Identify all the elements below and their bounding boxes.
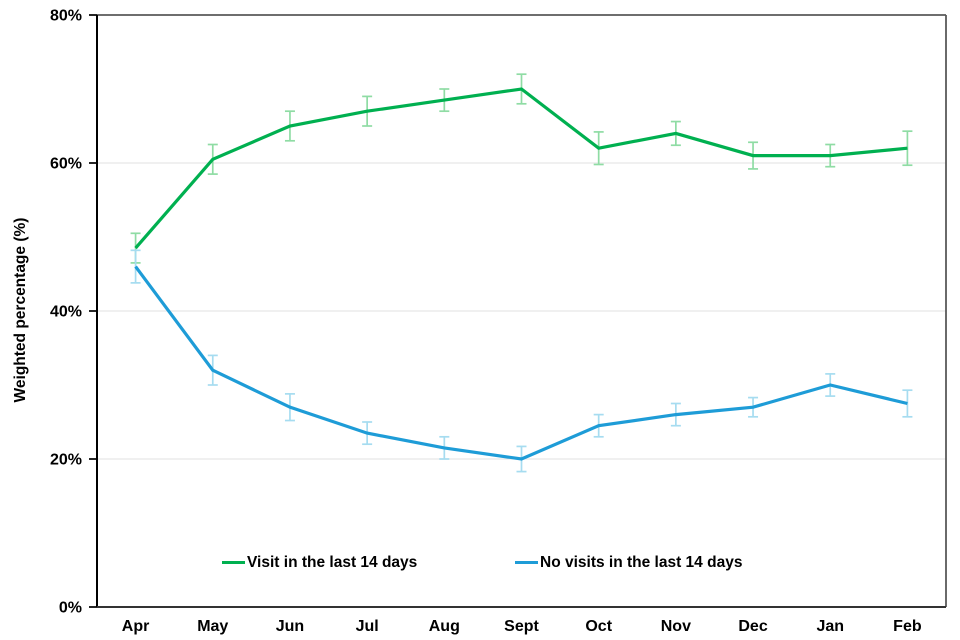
legend-label-no-visit: No visits in the last 14 days bbox=[540, 553, 743, 571]
legend-swatch-no-visit-icon bbox=[515, 560, 538, 565]
x-tick-label-aug: Aug bbox=[429, 618, 460, 635]
y-tick-label-0: 0% bbox=[59, 600, 82, 617]
x-tick-label-nov: Nov bbox=[661, 618, 691, 635]
y-tick-label-20: 20% bbox=[50, 452, 82, 469]
legend-label-visit: Visit in the last 14 days bbox=[247, 553, 418, 571]
x-tick-label-sept: Sept bbox=[504, 618, 539, 635]
x-tick-label-jul: Jul bbox=[356, 618, 379, 635]
series-line-0 bbox=[134, 87, 908, 250]
x-tick-label-oct: Oct bbox=[585, 618, 612, 635]
series-line-1 bbox=[134, 265, 908, 461]
x-tick-label-feb: Feb bbox=[893, 618, 922, 635]
y-tick-label-60: 60% bbox=[50, 156, 82, 173]
x-tick-label-apr: Apr bbox=[122, 618, 150, 635]
y-tick-label-80: 80% bbox=[50, 8, 82, 25]
legend-item-visit: Visit in the last 14 days bbox=[222, 554, 417, 571]
x-tick-label-may: May bbox=[197, 618, 228, 635]
x-tick-label-jan: Jan bbox=[816, 618, 844, 635]
y-tick-label-40: 40% bbox=[50, 304, 82, 321]
y-axis-title: Weighted percentage (%) bbox=[12, 217, 29, 403]
legend-swatch-visit-icon bbox=[222, 560, 245, 565]
legend-item-no-visit: No visits in the last 14 days bbox=[515, 554, 742, 571]
x-tick-label-jun: Jun bbox=[276, 618, 304, 635]
x-tick-label-dec: Dec bbox=[738, 618, 767, 635]
